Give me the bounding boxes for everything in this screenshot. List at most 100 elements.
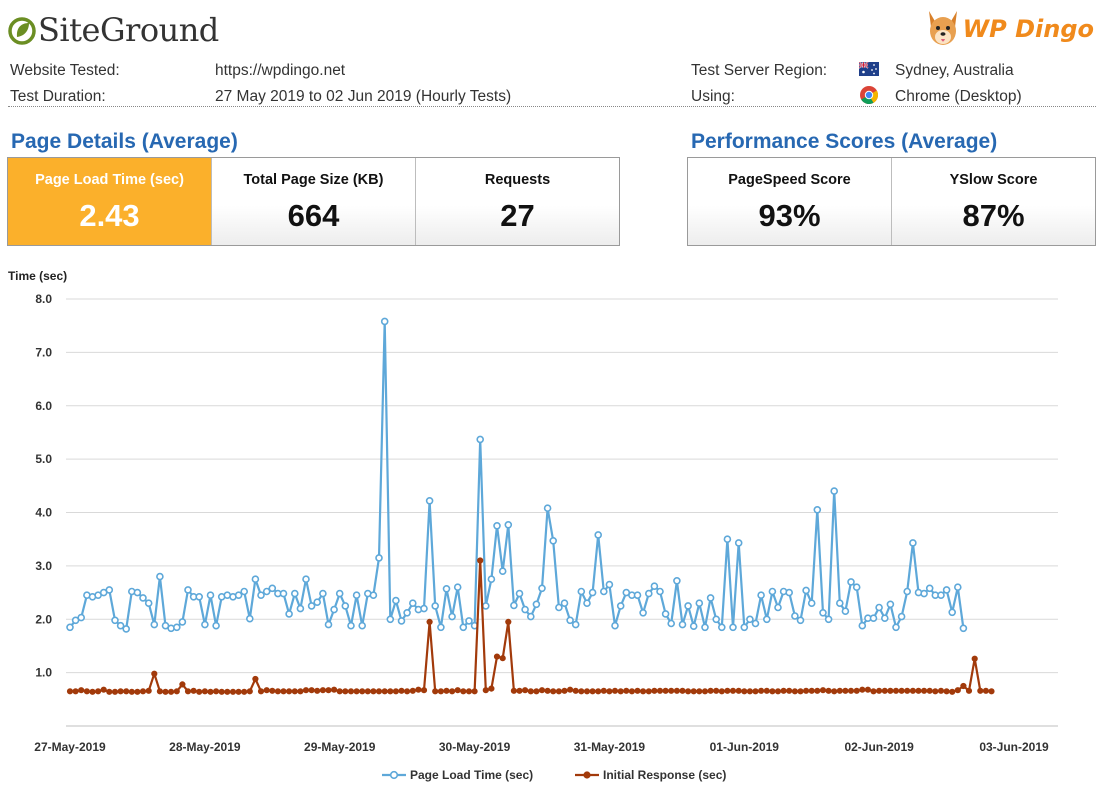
initial-response-point bbox=[645, 688, 652, 695]
initial-response-point bbox=[876, 687, 883, 694]
initial-response-point bbox=[735, 687, 742, 694]
yslow-score-card: YSlow Score 87% bbox=[892, 158, 1095, 245]
initial-response-point bbox=[516, 687, 523, 694]
initial-response-point bbox=[527, 688, 534, 695]
y-tick-label: 3.0 bbox=[35, 559, 52, 573]
page-load-time-point bbox=[257, 591, 265, 600]
wpdingo-brand-text: WP Dingo bbox=[962, 15, 1094, 43]
page-load-time-point bbox=[302, 575, 310, 584]
initial-response-point bbox=[128, 688, 135, 695]
initial-response-point bbox=[544, 687, 551, 694]
initial-response-point bbox=[370, 688, 377, 695]
initial-response-point bbox=[505, 618, 512, 625]
initial-response-point bbox=[269, 687, 276, 694]
page-load-time-point bbox=[330, 605, 338, 614]
initial-response-point bbox=[623, 687, 630, 694]
initial-response-point bbox=[280, 688, 287, 695]
initial-response-point bbox=[561, 687, 568, 694]
initial-response-point bbox=[578, 688, 585, 695]
initial-response-point bbox=[909, 687, 917, 694]
initial-response-point bbox=[443, 687, 450, 694]
initial-response-point bbox=[611, 687, 619, 694]
pagespeed-score-label: PageSpeed Score bbox=[728, 172, 851, 188]
initial-response-point bbox=[398, 687, 405, 694]
page-load-time-point bbox=[319, 589, 327, 598]
page-load-time-point bbox=[459, 623, 468, 632]
page-load-time-line bbox=[69, 320, 965, 630]
website-tested-label: Website Tested: bbox=[10, 62, 120, 79]
page-load-time-point bbox=[813, 506, 822, 514]
initial-response-point bbox=[342, 688, 349, 695]
total-page-size-card: Total Page Size (KB) 664 bbox=[212, 158, 416, 245]
initial-response-point bbox=[297, 688, 304, 695]
initial-response-point bbox=[207, 688, 214, 695]
page-load-time-point bbox=[588, 588, 597, 597]
page-load-time-point bbox=[234, 591, 243, 600]
page-load-time-point bbox=[869, 614, 878, 623]
page-load-time-point bbox=[639, 608, 647, 617]
initial-response-point bbox=[780, 687, 787, 694]
initial-response-point bbox=[971, 655, 978, 662]
requests-card: Requests 27 bbox=[416, 158, 619, 245]
initial-response-point bbox=[926, 687, 933, 694]
page-load-time-point bbox=[762, 615, 771, 624]
initial-response-point bbox=[583, 688, 591, 695]
page-load-time-point bbox=[937, 591, 945, 600]
page-load-time-point bbox=[701, 623, 709, 632]
page-load-time-point bbox=[807, 599, 816, 608]
page-load-time-point bbox=[392, 596, 400, 605]
page-load-time-point bbox=[397, 617, 406, 625]
initial-response-point bbox=[111, 688, 119, 695]
initial-response-point bbox=[72, 688, 79, 695]
initial-response-point bbox=[533, 688, 540, 695]
page-load-time-point bbox=[178, 618, 187, 626]
initial-response-point bbox=[477, 557, 484, 564]
page-load-time-point bbox=[611, 621, 619, 630]
page-load-time-point bbox=[538, 584, 546, 593]
initial-response-point bbox=[685, 688, 692, 695]
initial-response-point bbox=[420, 687, 428, 694]
x-tick-label: 27-May-2019 bbox=[34, 740, 106, 754]
initial-response-point bbox=[769, 688, 776, 695]
initial-response-point bbox=[493, 653, 501, 660]
initial-response-point bbox=[600, 687, 607, 694]
initial-response-point bbox=[932, 688, 939, 695]
page-load-time-point bbox=[802, 586, 810, 595]
page-load-time-point bbox=[66, 623, 74, 632]
page-load-time-point bbox=[408, 599, 417, 608]
initial-response-point bbox=[921, 687, 928, 694]
initial-response-point bbox=[246, 688, 253, 695]
page-load-time-point bbox=[847, 578, 855, 586]
initial-response-point bbox=[364, 688, 371, 695]
initial-response-point bbox=[898, 687, 905, 694]
page-load-time-point bbox=[493, 522, 501, 530]
initial-response-point bbox=[988, 688, 995, 695]
page-load-time-point bbox=[712, 615, 721, 624]
page-load-time-point bbox=[251, 575, 260, 584]
initial-response-point bbox=[353, 688, 360, 695]
initial-response-point bbox=[184, 688, 192, 695]
page-load-time-point bbox=[633, 591, 642, 600]
initial-response-point bbox=[134, 688, 141, 695]
page-load-time-point bbox=[746, 615, 754, 624]
yslow-score-value: 87% bbox=[962, 198, 1025, 233]
page-load-time-point bbox=[437, 623, 445, 632]
page-load-time-point bbox=[841, 607, 850, 616]
page-load-time-point bbox=[369, 591, 378, 600]
test-server-region-label: Test Server Region: bbox=[691, 62, 828, 79]
page-load-time-point bbox=[768, 587, 777, 596]
time-series-chart: 8.0 7.0 6.0 5.0 4.0 3.0 2.0 1.0 27-May-2019 28-Ma… bbox=[34, 292, 1058, 782]
initial-response-point bbox=[786, 687, 793, 694]
initial-response-point bbox=[224, 688, 231, 695]
initial-response-point bbox=[634, 687, 641, 694]
page-load-time-point bbox=[442, 584, 451, 593]
dingo-dog-icon bbox=[928, 11, 957, 45]
initial-response-point bbox=[819, 687, 827, 694]
initial-response-point bbox=[257, 688, 265, 695]
initial-response-point bbox=[555, 688, 563, 695]
page-load-time-point bbox=[262, 587, 271, 596]
page-load-time-point bbox=[583, 599, 591, 608]
page-load-time-point bbox=[909, 539, 917, 547]
initial-response-point bbox=[640, 688, 647, 695]
page-load-time-point bbox=[875, 603, 883, 612]
